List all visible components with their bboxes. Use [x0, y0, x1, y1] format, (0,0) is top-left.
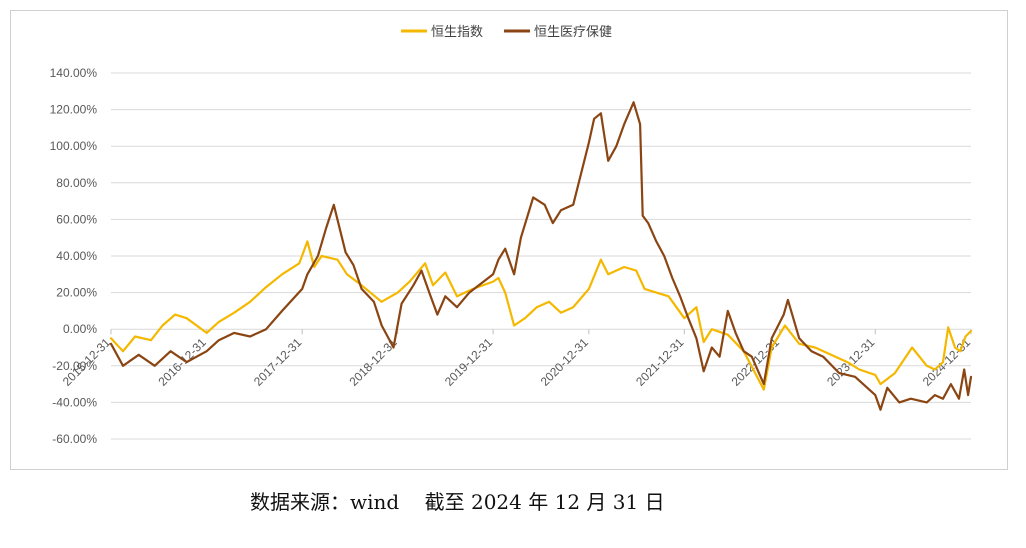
y-tick-label: 120.00%	[50, 103, 98, 117]
line-chart: 140.00% 120.00% 100.00% 80.00% 60.00% 40.00% 2…	[50, 25, 974, 446]
y-tick-label: 80.00%	[56, 176, 97, 190]
x-tick-label: 2016-12-31	[156, 335, 210, 389]
y-tick-label: 100.00%	[50, 139, 98, 153]
y-tick-label: 60.00%	[56, 212, 97, 226]
legend-label: 恒生指数	[431, 25, 483, 40]
x-tick-label: 2017-12-31	[251, 335, 305, 389]
chart-frame: 140.00% 120.00% 100.00% 80.00% 60.00% 40.00% 2…	[10, 10, 1008, 470]
legend: 恒生指数 恒生医疗保健	[401, 25, 612, 40]
x-axis-ticks: 2015-12-31 2016-12-31 2017-12-31 2018-12-31…	[60, 329, 973, 389]
legend-label: 恒生医疗保健	[534, 25, 612, 40]
y-axis-ticks: 140.00% 120.00% 100.00% 80.00% 60.00% 40.00% 2…	[50, 66, 98, 446]
x-tick-label: 2019-12-31	[442, 335, 496, 389]
series-lines	[109, 101, 973, 411]
y-tick-label: -60.00%	[52, 432, 97, 446]
y-tick-label: -20.00%	[52, 359, 97, 373]
y-tick-label: 0.00%	[63, 322, 97, 336]
x-tick-label: 2020-12-31	[538, 335, 592, 389]
x-tick-label: 2021-12-31	[633, 335, 687, 389]
grid-lines	[111, 72, 971, 440]
x-tick-label: 2023-12-31	[824, 335, 878, 389]
y-tick-label: -40.00%	[52, 395, 97, 409]
series-line-1	[109, 101, 973, 411]
y-tick-label: 20.00%	[56, 286, 97, 300]
source-note: 数据来源：wind 截至 2024 年 12 月 31 日	[250, 490, 665, 514]
y-tick-label: 40.00%	[56, 249, 97, 263]
y-tick-label: 140.00%	[50, 66, 98, 80]
series-line-0	[109, 240, 973, 391]
